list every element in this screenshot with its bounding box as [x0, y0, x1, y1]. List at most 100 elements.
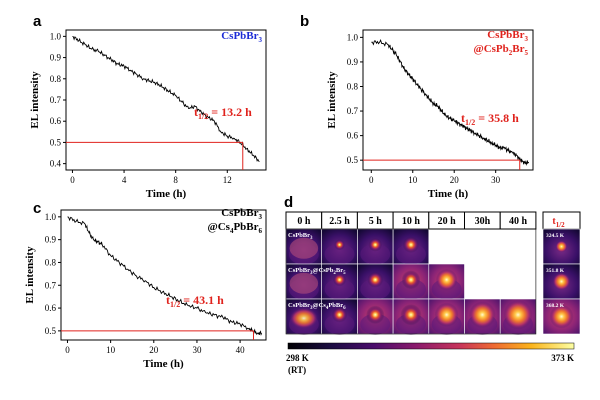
half-life-t: t	[194, 105, 198, 119]
x-tick-label: 30	[491, 175, 501, 185]
hot-spot	[503, 299, 533, 330]
hot-spot	[289, 307, 319, 329]
colorbar-min-note: (RT)	[288, 365, 306, 375]
row-label-sub: 6	[343, 306, 346, 311]
x-tick-label: 4	[122, 175, 127, 185]
hot-spot	[289, 237, 319, 259]
x-axis-label: Time (h)	[146, 188, 187, 200]
half-life-value: = 35.8 h	[475, 111, 519, 125]
half-life-t: t	[461, 111, 465, 125]
panel-letter: d	[284, 194, 293, 211]
hot-spot	[400, 304, 422, 326]
y-tick-label: 0.7	[45, 280, 57, 290]
formula-subscript: 2	[509, 49, 513, 57]
sample-title-line: @CsPb2Br5	[473, 43, 528, 57]
device-outline	[324, 313, 355, 335]
time-column-header: 10 h	[402, 216, 421, 227]
half-life-column-header: t1/2	[552, 216, 565, 229]
row-label-text: @Cs	[313, 302, 327, 309]
sample-row-label: CsPbBr3@Cs4PbBr6	[288, 302, 346, 311]
plot-frame	[60, 209, 267, 341]
formula-subscript: 3	[259, 213, 263, 221]
formula-text: CsPbBr	[221, 207, 258, 219]
sample-title-line: CsPbBr3	[487, 29, 528, 43]
formula-text: Br	[512, 43, 524, 55]
half-life-temperature: 351.8 K	[546, 268, 565, 274]
y-axis-label: EL intensity	[326, 71, 338, 129]
y-tick-label: 1.0	[45, 212, 57, 222]
time-column-header: 30h	[475, 216, 491, 227]
half-life-hot-spot	[549, 304, 574, 329]
panel-letter: a	[33, 13, 42, 30]
x-tick-label: 0	[369, 175, 374, 185]
x-tick-label: 20	[149, 345, 159, 355]
row-label-sub: 5	[343, 271, 346, 276]
hot-spot	[332, 273, 347, 287]
hot-spot	[402, 236, 420, 253]
colorbar-max-label: 373 K	[551, 353, 574, 363]
half-life-header-t: t	[552, 216, 556, 227]
row-label-sub: 3	[310, 236, 313, 241]
x-tick-label: 40	[236, 345, 246, 355]
half-life-annotation: t1/2 = 35.8 h	[461, 111, 519, 127]
row-label-sub: 3	[310, 271, 313, 276]
el-intensity-series	[67, 216, 263, 336]
hot-spot	[289, 272, 319, 294]
time-column-header: 0 h	[297, 216, 311, 227]
row-label-text: Br	[336, 267, 343, 274]
y-tick-label: 0.5	[45, 326, 57, 336]
row-label-text: CsPbBr	[288, 302, 310, 309]
formula-text: CsPbBr	[221, 30, 258, 42]
x-tick-label: 12	[223, 175, 232, 185]
device-outline	[360, 243, 391, 265]
y-tick-label: 0.9	[347, 57, 359, 67]
temperature-colorbar	[287, 342, 575, 350]
row-label-text: PbBr	[328, 302, 343, 309]
half-life-value: = 13.2 h	[208, 105, 252, 119]
y-tick-label: 1.0	[50, 31, 62, 41]
half-life-annotation: t1/2 = 43.1 h	[166, 293, 224, 309]
hot-spot	[368, 237, 383, 252]
panel-letter: c	[33, 200, 41, 217]
x-tick-label: 30	[192, 345, 202, 355]
y-axis-label: EL intensity	[29, 71, 41, 129]
device-outline	[324, 278, 355, 300]
hot-spot	[401, 270, 421, 290]
half-life-header-sub: 1/2	[556, 221, 565, 229]
half-life-value: = 43.1 h	[180, 293, 224, 307]
hot-spot	[367, 271, 384, 288]
chart-panel-a: a 0 4 8 12 0.4 0.5 0.6 0.7 0.8 0.9 1.0 Time (h) EL in…	[29, 13, 267, 200]
row-label-sub: 4	[326, 306, 329, 311]
sample-row-label: CsPbBr3	[288, 232, 313, 241]
y-tick-label: 0.8	[347, 81, 359, 91]
half-life-hot-spot	[555, 240, 568, 253]
formula-subscript: 5	[525, 49, 529, 57]
half-life-subscript: 1/2	[170, 300, 180, 309]
y-tick-label: 1.0	[347, 32, 359, 42]
time-column-header: 40 h	[509, 216, 528, 227]
plot-frame	[362, 29, 534, 171]
y-tick-label: 0.6	[50, 116, 62, 126]
half-life-annotation: t1/2 = 13.2 h	[194, 105, 252, 121]
chart-panel-b: b 0 10 20 30 0.5 0.6 0.7 0.8 0.9 1.0 Time (h) EL int…	[300, 13, 534, 200]
thermal-grid-border	[285, 228, 537, 335]
sample-title: CsPbBr3	[221, 30, 262, 44]
y-axis-label: EL intensity	[24, 246, 36, 304]
x-tick-label: 0	[70, 175, 75, 185]
sample-row-label: CsPbBr3@CsPb2Br5	[288, 267, 346, 276]
formula-text: CsPbBr	[487, 29, 524, 41]
chart-panel-c: c 0 10 20 30 40 0.5 0.6 0.7 0.8 0.9 1.0 Time (h) EL i…	[24, 200, 267, 370]
device-outline	[360, 278, 391, 300]
x-axis-label: Time (h)	[143, 358, 184, 370]
y-tick-label: 0.5	[347, 155, 359, 165]
y-tick-label: 0.5	[50, 137, 62, 147]
hot-spot	[468, 301, 496, 329]
y-tick-label: 0.8	[45, 257, 57, 267]
time-column-header: 20 h	[438, 216, 457, 227]
hot-spot	[434, 302, 459, 327]
formula-subscript: 3	[525, 35, 529, 43]
x-axis-label: Time (h)	[428, 188, 469, 200]
formula-subscript: 3	[259, 36, 263, 44]
formula-text: @CsPb	[473, 43, 508, 55]
